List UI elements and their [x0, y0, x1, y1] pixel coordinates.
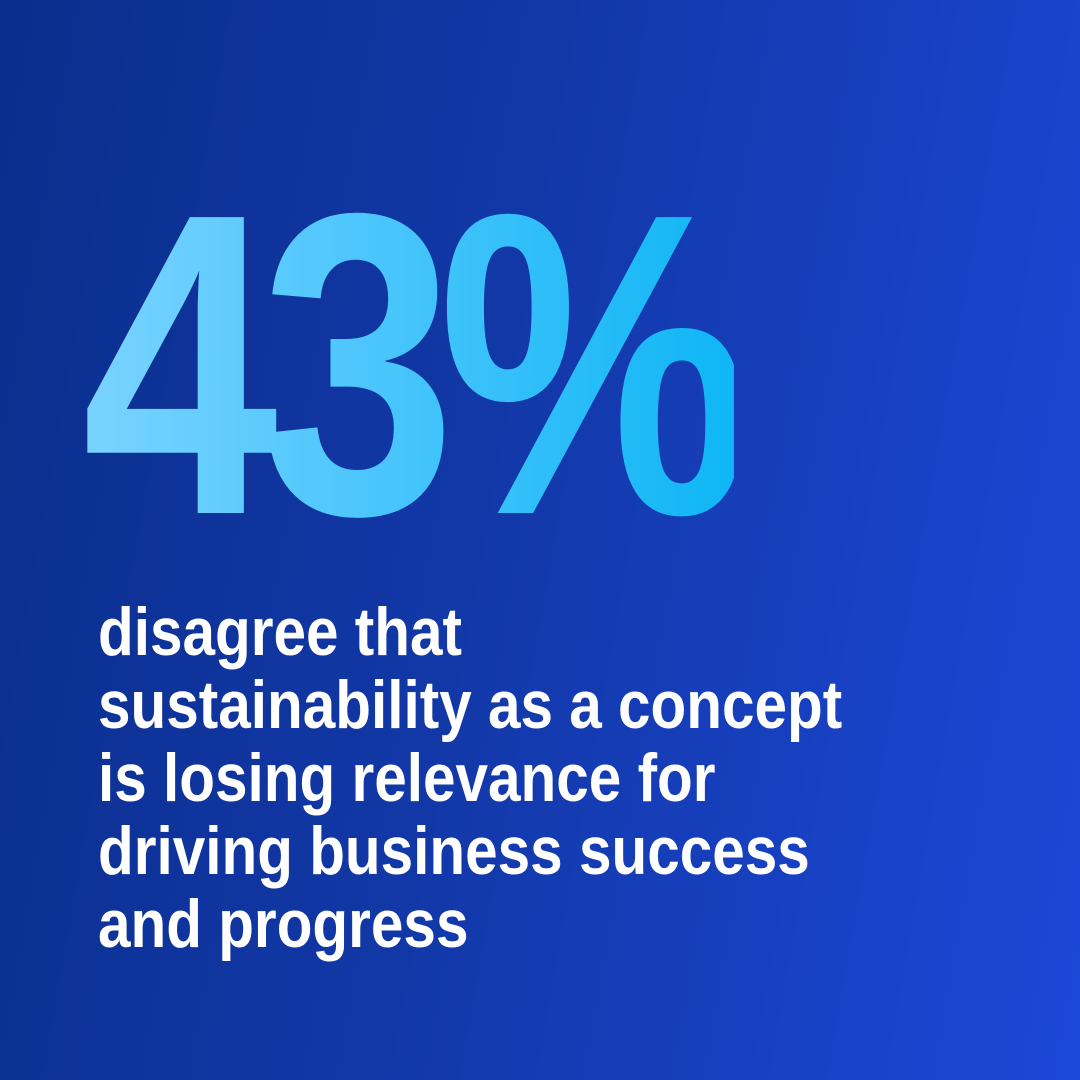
caption-line: driving business success [98, 813, 810, 889]
caption-line: disagree that [98, 594, 462, 670]
caption-line: is losing relevance for [98, 740, 716, 816]
caption-line: and progress [98, 886, 469, 962]
stat-value: 43% [82, 125, 752, 605]
stat-caption: disagree that sustainability as a concep… [98, 596, 842, 961]
caption-line: sustainability as a concept [98, 667, 843, 743]
